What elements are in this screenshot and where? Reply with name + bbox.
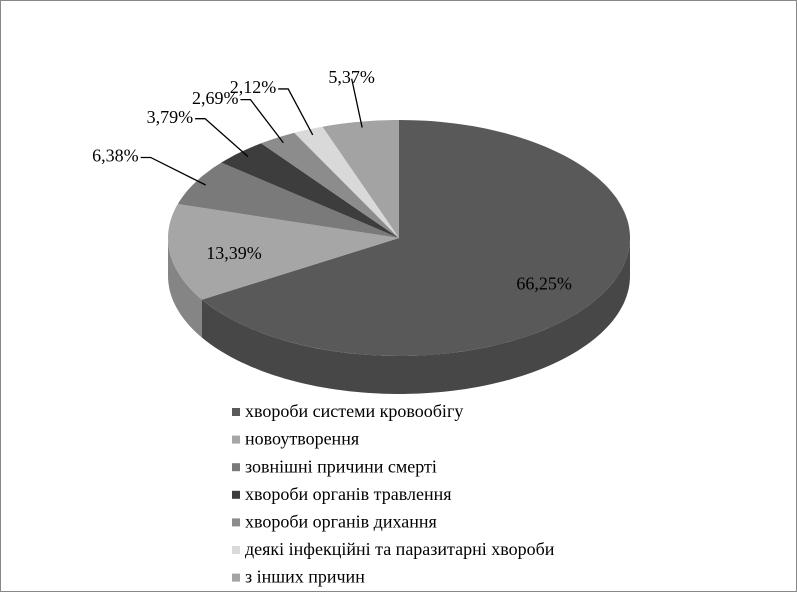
pie-slice: [221, 143, 399, 238]
legend-label: хвороби органів дихання: [245, 512, 437, 532]
legend-label: новоутворення: [245, 429, 359, 449]
data-label: 6,38%: [92, 146, 139, 166]
data-label: 66,25%: [516, 274, 572, 294]
data-label: 2,12%: [230, 77, 277, 97]
legend-swatch: [232, 518, 240, 527]
data-label: 3,79%: [147, 107, 194, 127]
data-label: 13,39%: [206, 243, 262, 263]
pie-slice: [202, 120, 630, 356]
leader-line: [351, 78, 363, 128]
legend-swatch: [232, 573, 240, 582]
legend-swatch: [232, 408, 240, 416]
data-label: 2,69%: [192, 88, 239, 108]
pie-slice-side: [168, 238, 202, 338]
legend-swatch: [232, 435, 240, 444]
legend-label: хвороби органів травлення: [245, 484, 452, 504]
legend-swatch: [232, 463, 240, 472]
pie-slice-side: [202, 238, 630, 394]
pie-slice: [177, 162, 399, 238]
legend-label: зовнішні причини смерті: [245, 456, 437, 476]
legend-label: хвороби системи кровообігу: [245, 401, 463, 421]
pie-slice: [261, 132, 399, 238]
legend-label: з інших причин: [245, 567, 365, 587]
pie-slice: [294, 126, 399, 238]
leader-line: [140, 156, 206, 186]
data-label: 5,37%: [328, 67, 375, 87]
legend-swatch: [232, 546, 240, 554]
leader-line: [240, 98, 284, 144]
leader-line: [278, 88, 314, 136]
pie-slice: [168, 204, 399, 300]
pie-slice: [322, 120, 399, 238]
leader-line: [195, 118, 249, 158]
legend-label: деякі інфекційні та паразитарні хвороби: [245, 539, 555, 559]
legend-swatch: [232, 490, 240, 499]
